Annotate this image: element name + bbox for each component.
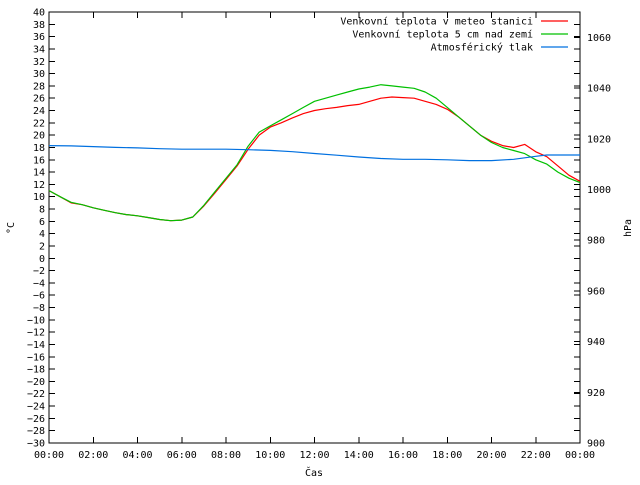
y-tick-label: −2: [33, 266, 45, 277]
y-tick-label: 0: [39, 254, 45, 265]
x-tick-label: 16:00: [388, 450, 418, 461]
y-tick-label: 24: [33, 106, 45, 117]
series-line-1: [48, 96, 581, 222]
legend-label: Venkovní teplota 5 cm nad zemí: [352, 29, 533, 41]
y-tick-label: 38: [33, 20, 45, 31]
y-tick-label: 34: [33, 44, 45, 55]
series-group: [48, 84, 581, 222]
plot-border: [48, 11, 581, 444]
y2-tick-label: 920: [587, 388, 605, 399]
y-tick-label: −8: [33, 303, 45, 314]
y-tick-label: −6: [33, 291, 45, 302]
y-tick-label: −10: [27, 315, 45, 326]
y2-axis-ticks: 1060 1040 1020 1000 980 960 940 920 900: [574, 33, 611, 450]
legend-label: Venkovní teplota v meteo stanici: [340, 16, 533, 28]
y-tick-label: −4: [33, 278, 45, 289]
y-tick-label: 40: [33, 8, 45, 19]
y-tick-label: 8: [39, 205, 45, 216]
x-tick-label: 22:00: [521, 450, 551, 461]
legend: Venkovní teplota v meteo staniciVenkovní…: [340, 16, 568, 54]
series-line-2: [48, 84, 581, 222]
legend-label: Atmosférický tlak: [431, 42, 533, 54]
y2-tick-label: 960: [587, 286, 605, 297]
x-tick-label: 20:00: [476, 450, 506, 461]
y-tick-label: −12: [27, 328, 45, 339]
series-line-3: [48, 145, 580, 162]
y-tick-label: 10: [33, 192, 45, 203]
y2-tick-label: 1020: [587, 134, 611, 145]
y-axis-ticks: 4038363432302826242220181614121086420−2−…: [27, 8, 580, 450]
y-tick-label: −28: [27, 426, 45, 437]
x-tick-label: 08:00: [211, 450, 241, 461]
x-tick-label: 10:00: [255, 450, 285, 461]
y-tick-label: 16: [33, 155, 45, 166]
x-tick-label: 06:00: [167, 450, 197, 461]
y2-tick-label: 1000: [587, 185, 611, 196]
y-tick-label: −18: [27, 365, 45, 376]
y-tick-label: 2: [39, 241, 45, 252]
y-tick-label: −22: [27, 389, 45, 400]
x-axis-ticks: 00:00 02:00 04:00 06:00 08:00 10:00 12:00 14:00…: [34, 12, 595, 461]
y-tick-label: −20: [27, 377, 45, 388]
plot-area: [48, 11, 581, 444]
y2-tick-label: 900: [587, 439, 605, 450]
y2-tick-label: 1040: [587, 84, 611, 95]
y-tick-label: 6: [39, 217, 45, 228]
y-tick-label: 22: [33, 118, 45, 129]
x-tick-label: 14:00: [344, 450, 374, 461]
y-tick-label: 36: [33, 32, 45, 43]
y-tick-label: −24: [27, 402, 45, 413]
y-tick-label: −14: [27, 340, 45, 351]
x-tick-label: 04:00: [122, 450, 152, 461]
y-tick-label: 20: [33, 131, 45, 142]
y-tick-label: 18: [33, 143, 45, 154]
y2-tick-label: 980: [587, 236, 605, 247]
y2-tick-label: 1060: [587, 33, 611, 44]
x-tick-label: 00:00: [34, 450, 64, 461]
x-axis-label: Čas: [305, 466, 323, 479]
y-tick-label: 28: [33, 81, 45, 92]
y-axis-label: °C: [6, 222, 17, 234]
y2-tick-label: 940: [587, 337, 605, 348]
y-tick-label: −26: [27, 414, 45, 425]
x-tick-label: 18:00: [432, 450, 462, 461]
x-tick-label: 12:00: [299, 450, 329, 461]
x-tick-label: 00:00: [565, 450, 595, 461]
y-tick-label: 32: [33, 57, 45, 68]
y-tick-label: 4: [39, 229, 45, 240]
y2-axis-label: hPa: [623, 219, 634, 237]
y-tick-label: 14: [33, 168, 45, 179]
y-tick-label: 26: [33, 94, 45, 105]
y-tick-label: −30: [27, 439, 45, 450]
x-tick-label: 02:00: [78, 450, 108, 461]
y-tick-label: 30: [33, 69, 45, 80]
y-tick-label: 12: [33, 180, 45, 191]
y-tick-label: −16: [27, 352, 45, 363]
